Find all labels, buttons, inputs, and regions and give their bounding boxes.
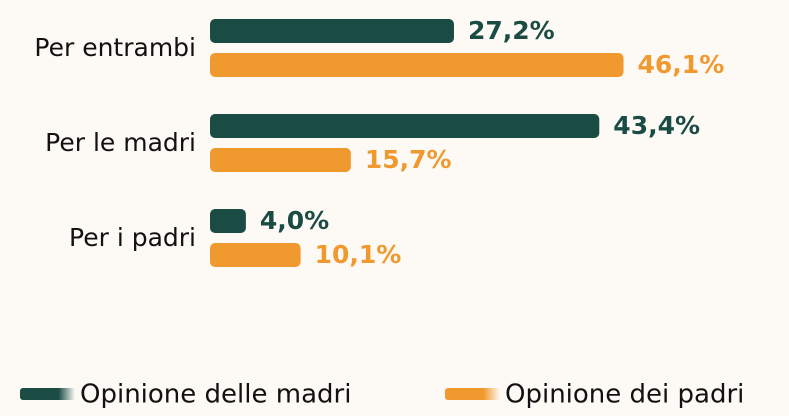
value-label: 43,4%: [613, 111, 700, 140]
category-label: Per i padri: [69, 223, 196, 252]
value-label: 10,1%: [315, 240, 402, 269]
bar: [210, 53, 624, 77]
category-label: Per le madri: [45, 128, 196, 157]
value-label: 4,0%: [260, 206, 329, 235]
legend-swatch: [20, 388, 75, 400]
value-label: 15,7%: [365, 145, 452, 174]
bar: [210, 209, 246, 233]
bar: [210, 148, 351, 172]
legend-label: Opinione dei padri: [505, 380, 744, 410]
bar: [210, 19, 454, 43]
legend-swatch: [445, 388, 500, 400]
category-label: Per entrambi: [34, 33, 196, 62]
value-label: 27,2%: [468, 16, 555, 45]
bar: [210, 114, 600, 138]
legend-label: Opinione delle madri: [80, 380, 351, 410]
value-label: 46,1%: [638, 50, 725, 79]
bar: [210, 243, 301, 267]
